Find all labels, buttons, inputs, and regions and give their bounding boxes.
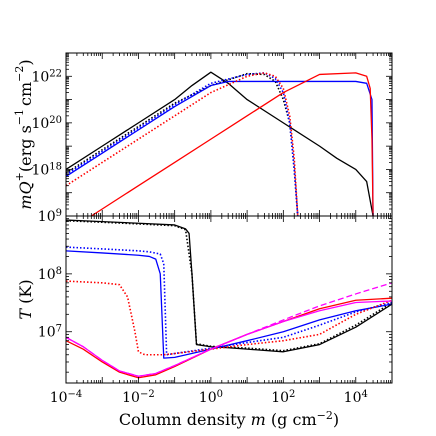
bottom-ytick-label: 107 [38, 323, 62, 341]
x-axis-label: Column density m (g cm−2) [119, 409, 339, 430]
bottom-xtick-labels: 10−4 10−2 100 102 104 [50, 389, 368, 407]
top-series-line-2 [66, 80, 374, 216]
bottom-series-line-3 [66, 246, 392, 356]
top-series-group [66, 71, 374, 216]
bottom-ticks-group [65, 215, 393, 383]
bottom-panel: 107 108 109 10−4 10−2 100 102 104 T (K) Column… [16, 208, 393, 430]
top-ytick-labels: 1018 1020 1022 [31, 68, 62, 179]
bottom-series-line-5 [66, 297, 392, 379]
bottom-xtick-label: 10−4 [50, 389, 83, 407]
top-y-axis-label: mQ+(erg s−1cm−2) [13, 59, 35, 209]
bottom-y-axis-label: T (K) [16, 279, 35, 319]
top-ytick-label: 1022 [31, 68, 62, 86]
bottom-plot-frame [65, 215, 393, 384]
top-ytick-label: 1020 [31, 114, 62, 132]
bottom-xtick-label: 102 [271, 389, 295, 407]
top-ticks-group [65, 52, 393, 217]
bottom-series-line-2 [66, 250, 392, 359]
bottom-series-line-1 [66, 219, 392, 352]
bottom-series-line-7 [66, 282, 392, 377]
bottom-xtick-label: 104 [344, 389, 368, 407]
top-series-line-4 [66, 72, 299, 216]
top-series-line-5 [90, 72, 374, 216]
bottom-xtick-label: 10−2 [122, 389, 155, 407]
bottom-series-group [66, 219, 392, 379]
bottom-ytick-label: 108 [38, 265, 62, 283]
top-series-line-0 [66, 71, 374, 216]
top-ytick-label: 1018 [31, 161, 62, 179]
bottom-xtick-label: 100 [199, 389, 223, 407]
bottom-ytick-label: 109 [38, 208, 62, 226]
bottom-series-line-4 [66, 280, 392, 356]
bottom-ytick-labels: 107 108 109 [38, 208, 62, 341]
top-series-line-3 [66, 72, 299, 216]
